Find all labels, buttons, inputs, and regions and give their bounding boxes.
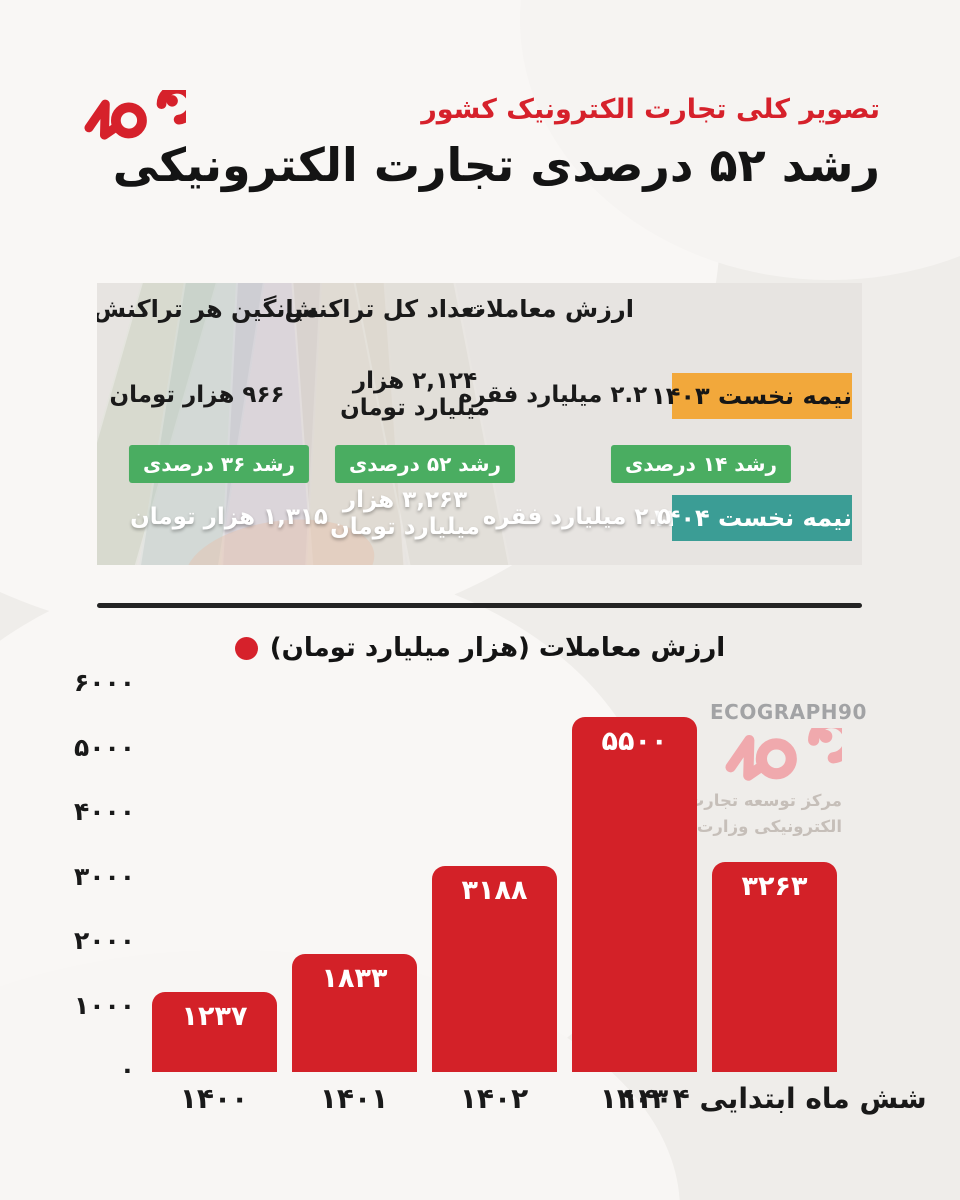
bar-4: ۳۲۶۳ [712,862,837,1072]
stats-panel: ارزش معاملات تعداد کل تراکنش میانگین هر … [97,283,862,565]
average-1403: ۹۶۶ هزار تومان [109,382,285,408]
x-axis-label: ۱۴۰۳ [599,1082,669,1115]
period-badge-1404: نیمه نخست ۱۴۰۴ [651,495,852,541]
value-1404: ۲.۵ میلیارد فقره [482,504,672,530]
chart-legend: ارزش معاملات (هزار میلیارد تومان) [0,633,960,663]
bar-3: ۵۵۰۰ [572,717,697,1072]
count-1403-line1: ۲,۱۲۴ هزار [352,368,478,394]
count-1404: ۳,۲۶۳ هزار میلیارد تومان [330,487,480,541]
x-axis-label: ۱۴۰۲ [459,1082,529,1115]
bar-0: ۱۲۳۷ [152,992,277,1072]
section-divider [97,603,862,608]
x-axis-label: شش ماه ابتدایی ۱۴۰۴ [621,1082,927,1115]
y-axis-tick: ۵۰۰۰ [73,732,135,762]
count-1403: ۲,۱۲۴ هزار میلیارد تومان [340,368,490,422]
y-axis-tick: ۰ [119,1055,135,1084]
bar-value-label: ۱۸۳۳ [321,963,388,994]
bar-value-label: ۵۵۰۰ [601,726,668,757]
y-axis-tick: ۱۰۰۰ [73,990,135,1020]
bar-value-label: ۱۲۳۷ [181,1001,248,1032]
bar-2: ۳۱۸۸ [432,866,557,1072]
y-axis-tick: ۳۰۰۰ [73,861,135,891]
page-title: رشد ۵۲ درصدی تجارت الکترونیکی [112,138,881,192]
y-axis-tick: ۶۰۰۰ [73,668,135,697]
column-header-average: میانگین هر تراکنش [97,295,320,323]
nabz-pulse-logo-icon [84,90,186,140]
count-1403-line2: میلیارد تومان [340,395,490,422]
period-badge-1403: نیمه نخست ۱۴۰۳ [651,373,852,419]
bar-value-label: ۳۲۶۳ [741,871,808,902]
growth-badge-count: رشد ۵۲ درصدی [334,445,516,483]
watermark-caption-line1: مرکز توسعه تجارت [687,791,842,810]
count-1404-line1: ۳,۲۶۳ هزار [342,487,468,513]
watermark-brand: ECOGRAPH90 [710,700,867,724]
value-1403: ۲.۲ میلیارد فقره [458,382,648,408]
growth-badge-average: رشد ۳۶ درصدی [128,445,310,483]
column-header-value: ارزش معاملات [462,295,634,323]
x-axis-label: ۱۴۰۱ [319,1082,389,1115]
x-axis-label: ۱۴۰۰ [179,1082,249,1115]
bar-1: ۱۸۳۳ [292,954,417,1072]
header-kicker: تصویر کلی تجارت الکترونیک کشور [421,94,880,125]
count-1404-line2: میلیارد تومان [330,514,480,541]
legend-label: ارزش معاملات (هزار میلیارد تومان) [269,633,726,663]
y-axis-tick: ۴۰۰۰ [73,797,135,826]
y-axis-tick: ۲۰۰۰ [73,926,135,955]
growth-badge-value: رشد ۱۴ درصدی [610,445,792,483]
column-header-count: تعداد کل تراکنش [284,295,484,323]
bar-value-label: ۳۱۸۸ [461,875,528,906]
red-dot-icon [234,636,258,660]
average-1404: ۱,۳۱۵ هزار تومان [130,504,328,530]
